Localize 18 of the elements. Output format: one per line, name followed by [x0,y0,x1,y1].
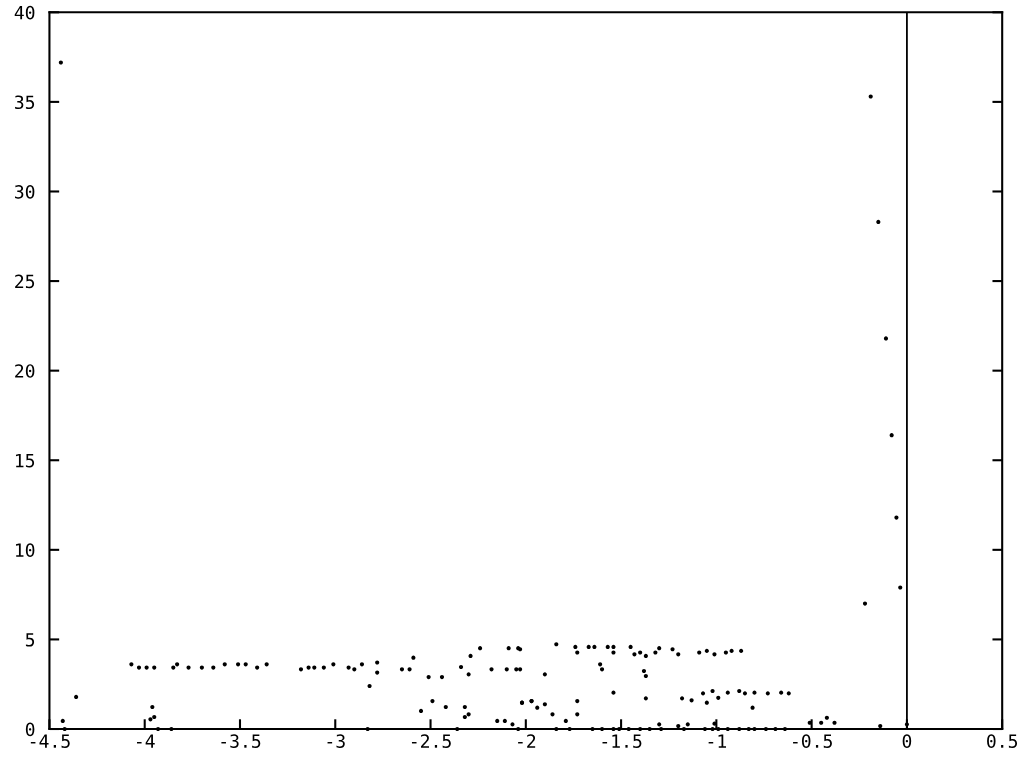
y-tick-label: 15 [15,453,35,468]
y-tick-label: 5 [25,633,35,647]
x-tick-label: 0 [902,734,912,748]
y-tick-label: 25 [15,274,35,289]
x-tick-label: -3 [327,734,345,748]
y-tick-label: 20 [15,364,35,378]
x-tick-label: -1 [708,734,727,748]
y-tick-label: 30 [15,184,35,199]
y-tick-label: 35 [15,95,35,110]
x-tick-label: -4 [136,734,155,748]
x-tick-label: -2 [518,734,536,748]
x-tick-label: -2.5 [411,734,451,748]
x-tick-label: -1.5 [602,734,642,748]
y-tick-label: 10 [15,543,35,557]
y-tick-label: 40 [14,5,35,20]
x-tick-label: -3.5 [221,734,261,748]
x-tick-label: -0.5 [793,734,832,748]
x-tick-label: 0.5 [987,734,1018,748]
